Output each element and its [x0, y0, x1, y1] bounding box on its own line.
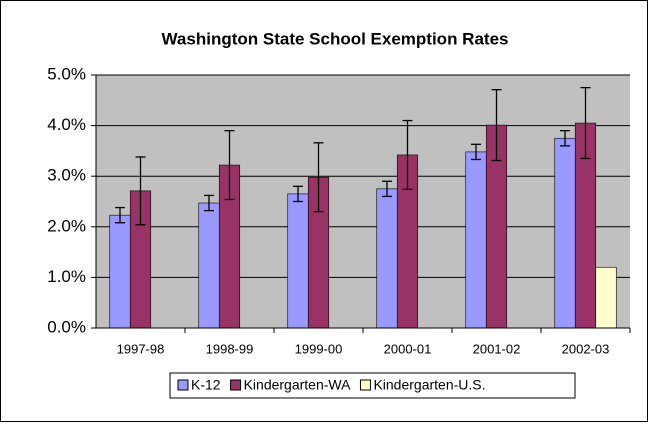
- y-tick-label: 1.0%: [47, 267, 86, 286]
- y-tick-label: 3.0%: [47, 166, 86, 185]
- legend-swatch: [177, 379, 189, 391]
- legend-label: Kindergarten-WA: [244, 377, 352, 393]
- legend-swatch: [230, 379, 242, 391]
- bar: [465, 151, 487, 329]
- legend-label: Kindergarten-U.S.: [373, 377, 485, 393]
- x-tick-label: 1997-98: [117, 341, 165, 356]
- legend-label: K-12: [191, 377, 221, 393]
- bar: [198, 202, 220, 329]
- x-tick-label: 2001-02: [473, 341, 521, 356]
- y-tick-label: 5.0%: [47, 64, 86, 83]
- bar: [595, 266, 617, 329]
- bar: [109, 214, 131, 329]
- y-tick-label: 2.0%: [47, 216, 86, 235]
- bar: [554, 137, 576, 329]
- bar: [376, 188, 398, 329]
- x-tick-label: 2002-03: [562, 341, 610, 356]
- plot-area: [96, 75, 630, 328]
- chart-title: Washington State School Exemption Rates: [162, 29, 509, 48]
- bar: [287, 193, 309, 329]
- x-tick-label: 1999-00: [295, 341, 343, 356]
- y-tick-label: 0.0%: [47, 317, 86, 336]
- x-tick-label: 2000-01: [384, 341, 432, 356]
- legend-swatch: [359, 379, 371, 391]
- x-tick-label: 1998-99: [206, 341, 254, 356]
- y-tick-label: 4.0%: [47, 115, 86, 134]
